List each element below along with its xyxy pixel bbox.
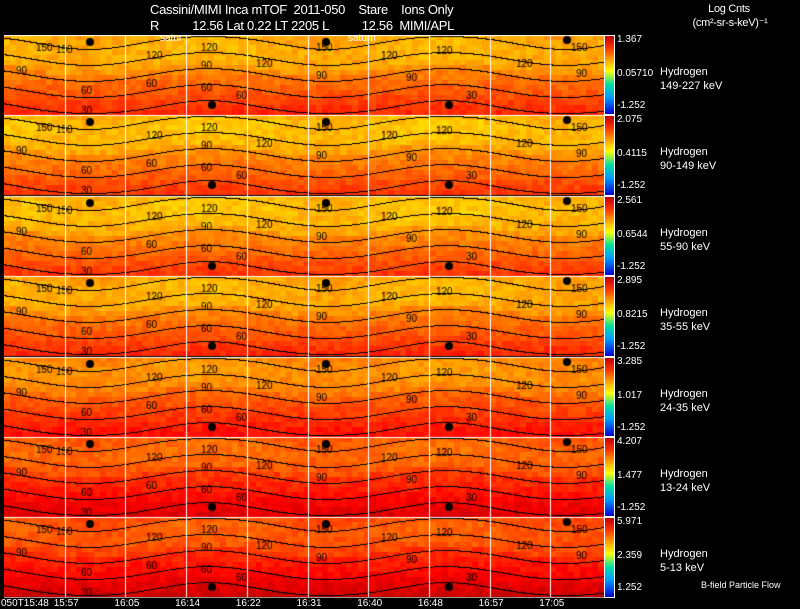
plot-subtitle: R 12.56 Lat 0.22 LT 2205 L 12.56 MIMI/AP… bbox=[150, 18, 455, 33]
colorbar-min: -1.252 bbox=[617, 260, 646, 272]
panel-label: Hydrogen 55-90 keV bbox=[660, 226, 710, 254]
time-tick-label: 050T15:48 bbox=[1, 598, 49, 609]
time-tick-label: 16:31 bbox=[296, 598, 322, 609]
time-tick-label: 16:48 bbox=[417, 598, 443, 609]
species-label: Hydrogen bbox=[660, 66, 708, 78]
colorbar bbox=[604, 195, 615, 277]
species-label: Hydrogen bbox=[660, 468, 708, 480]
colorbar-min: -1.252 bbox=[617, 180, 646, 192]
panel-label: Hydrogen 13-24 keV bbox=[660, 467, 710, 495]
panel-label: Hydrogen 149-227 keV bbox=[660, 65, 722, 93]
energy-label: 5-13 keV bbox=[660, 562, 705, 575]
time-tick-label: 16:22 bbox=[235, 598, 261, 609]
colorbar-mid: 0.05710 bbox=[617, 68, 654, 79]
colorbar bbox=[604, 356, 615, 437]
colorbar bbox=[604, 35, 615, 116]
colorbar-mid: 0.4115 bbox=[617, 148, 647, 160]
time-tick-label: 17:05 bbox=[539, 598, 565, 609]
colorbar bbox=[604, 517, 615, 598]
time-tick-label: 16:57 bbox=[478, 598, 504, 609]
colorbar-max: 3.285 bbox=[617, 355, 643, 367]
energy-label: 90-149 keV bbox=[660, 160, 717, 173]
units-label-2: (cm²-sr-s-keV)⁻¹ bbox=[692, 17, 768, 29]
colorbar-mid: 1.477 bbox=[617, 470, 643, 481]
colorbar bbox=[604, 115, 615, 196]
energy-label: 24-35 keV bbox=[660, 401, 711, 414]
panel-label: Hydrogen 90-149 keV bbox=[660, 145, 716, 173]
energy-label: 13-24 keV bbox=[660, 482, 711, 494]
saturn-marker-label: saturn bbox=[348, 33, 376, 44]
species-label: Hydrogen bbox=[660, 307, 708, 320]
saturn-marker-label: satur bbox=[160, 33, 183, 44]
energy-label: 35-55 keV bbox=[660, 321, 711, 334]
colorbar-max: 2.075 bbox=[617, 114, 643, 126]
time-tick-label: 16:05 bbox=[114, 598, 140, 609]
colorbar-min: -1.252 bbox=[617, 100, 646, 111]
colorbar bbox=[604, 276, 615, 357]
plot-title: Cassini/MIMI Inca mTOF 2011-050 Stare Io… bbox=[150, 2, 454, 17]
colorbar-min: 1.252 bbox=[617, 582, 643, 594]
colorbar-max: 1.367 bbox=[617, 34, 643, 45]
energy-label: 149-227 keV bbox=[660, 80, 723, 92]
colorbar-max: 2.895 bbox=[617, 275, 643, 287]
colorbar-mid: 0.6544 bbox=[617, 228, 648, 240]
time-tick-label: 16:40 bbox=[357, 598, 383, 609]
panel-label: Hydrogen 24-35 keV bbox=[660, 387, 710, 415]
colorbar-max: 2.561 bbox=[617, 194, 643, 206]
colorbar-min: -1.252 bbox=[617, 341, 646, 353]
time-tick-label: 15:57 bbox=[53, 598, 79, 609]
species-label: Hydrogen bbox=[660, 226, 708, 239]
colorbar-max: 4.207 bbox=[617, 436, 643, 447]
colorbar-mid: 1.017 bbox=[617, 389, 643, 401]
time-tick-label: 16:14 bbox=[175, 598, 201, 609]
time-axis-bar bbox=[4, 597, 610, 598]
species-label: Hydrogen bbox=[660, 146, 708, 159]
species-label: Hydrogen bbox=[660, 548, 708, 561]
colorbar-mid: 0.8215 bbox=[617, 309, 648, 321]
colorbar-mid: 2.359 bbox=[617, 550, 643, 562]
pitch-angle-spectrogram bbox=[4, 35, 604, 598]
species-label: Hydrogen bbox=[660, 387, 708, 400]
energy-label: 55-90 keV bbox=[660, 240, 711, 253]
panel-label: Hydrogen 35-55 keV bbox=[660, 306, 710, 334]
colorbar-max: 5.971 bbox=[617, 516, 643, 528]
panel-label: Hydrogen 5-13 keV bbox=[660, 547, 708, 575]
legend-note: B-field Particle Flow bbox=[701, 580, 781, 590]
colorbar bbox=[604, 437, 615, 518]
colorbar-min: -1.252 bbox=[617, 421, 646, 433]
units-label: Log Cnts bbox=[708, 3, 750, 15]
colorbar-min: -1.252 bbox=[617, 502, 646, 513]
